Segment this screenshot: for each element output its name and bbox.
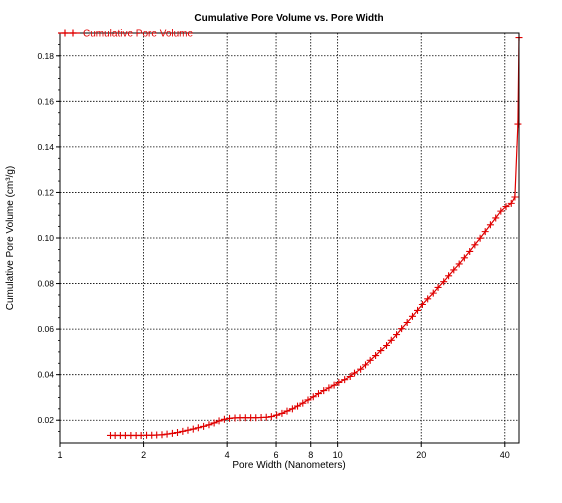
x-tick-label: 8 — [308, 450, 313, 460]
data-point-marker — [387, 336, 395, 344]
data-point-marker — [418, 301, 426, 309]
data-point-marker — [294, 402, 302, 410]
data-point-marker — [471, 241, 479, 249]
data-point-marker — [330, 381, 338, 389]
data-point-marker — [283, 407, 291, 415]
series-markers — [106, 34, 523, 439]
y-tick-label: 0.04 — [37, 370, 54, 380]
data-point-marker — [492, 214, 500, 222]
x-tick-label: 10 — [333, 450, 343, 460]
data-point-marker — [393, 331, 401, 339]
data-point-marker — [398, 325, 406, 333]
data-point-marker — [424, 295, 432, 303]
data-point-marker — [194, 424, 202, 432]
data-point-marker — [486, 221, 494, 229]
y-tick-label: 0.18 — [37, 51, 54, 61]
x-tick-label: 20 — [416, 450, 426, 460]
data-point-marker — [189, 425, 197, 433]
y-tick-label: 0.06 — [37, 324, 54, 334]
x-axis-label: Pore Width (Nanometers) — [232, 460, 345, 471]
x-tick-label: 40 — [500, 450, 510, 460]
chart-title: Cumulative Pore Volume vs. Pore Width — [194, 13, 383, 24]
data-point-marker — [350, 369, 358, 377]
data-point-marker — [481, 228, 489, 236]
data-point-marker — [466, 247, 474, 255]
data-point-marker — [335, 378, 343, 386]
y-minor-ticks — [58, 43, 60, 433]
data-point-marker — [341, 376, 349, 384]
x-tick-label: 2 — [141, 450, 146, 460]
data-point-marker — [429, 289, 437, 297]
data-point-marker — [507, 199, 515, 207]
x-tick-label: 4 — [225, 450, 230, 460]
y-axis-label: Cumulative Pore Volume (cm³/g) — [5, 166, 16, 311]
legend-label: Cumulative Pore Volume — [83, 29, 193, 40]
data-point-marker — [440, 278, 448, 286]
data-point-marker — [445, 272, 453, 280]
y-tick-label: 0.12 — [37, 187, 54, 197]
data-point-marker — [362, 361, 370, 369]
y-tick-label: 0.10 — [37, 233, 54, 243]
data-point-marker — [325, 384, 333, 392]
y-axis-ticks: 0.02 0.04 0.06 0.08 0.10 0.12 0.14 0.16 0.18 — [37, 51, 60, 425]
data-point-marker — [357, 365, 365, 373]
data-point-marker — [273, 411, 281, 419]
data-point-marker — [502, 203, 510, 211]
data-point-marker — [460, 254, 468, 262]
data-point-marker — [497, 207, 505, 215]
data-point-marker — [511, 193, 519, 201]
data-point-marker — [205, 421, 213, 429]
data-point-marker — [179, 427, 187, 435]
data-point-marker — [158, 431, 166, 439]
data-point-marker — [455, 260, 463, 268]
data-point-marker — [383, 342, 391, 350]
data-point-marker — [278, 409, 286, 417]
data-point-marker — [414, 306, 422, 314]
data-point-marker — [309, 393, 317, 401]
y-grid — [60, 55, 519, 421]
data-point-marker — [299, 399, 307, 407]
data-point-marker — [434, 283, 442, 291]
data-point-marker — [288, 405, 296, 413]
y-tick-label: 0.08 — [37, 279, 54, 289]
legend: Cumulative Pore Volume — [58, 29, 193, 40]
data-point-marker — [210, 419, 218, 427]
y-tick-label: 0.02 — [37, 415, 54, 425]
data-point-marker — [174, 429, 182, 437]
x-axis-ticks: 1 2 4 6 8 10 20 40 — [57, 443, 510, 460]
y-tick-label: 0.14 — [37, 142, 54, 152]
data-point-marker — [377, 347, 385, 355]
plot-area — [58, 32, 523, 444]
data-point-marker — [262, 413, 270, 421]
data-point-marker — [304, 396, 312, 404]
x-tick-label: 6 — [274, 450, 279, 460]
data-point-marker — [200, 422, 208, 430]
data-point-marker — [168, 429, 176, 437]
data-point-marker — [163, 430, 171, 438]
legend-marker — [61, 29, 77, 37]
data-point-marker — [267, 413, 275, 421]
x-tick-label: 1 — [57, 450, 62, 460]
data-point-marker — [403, 319, 411, 327]
data-point-marker — [366, 356, 374, 364]
data-point-marker — [346, 372, 354, 380]
data-point-marker — [450, 266, 458, 274]
data-point-marker — [476, 234, 484, 242]
data-point-marker — [514, 120, 522, 128]
data-point-marker — [408, 312, 416, 320]
y-tick-label: 0.16 — [37, 96, 54, 106]
data-point-marker — [320, 387, 328, 395]
data-point-marker — [215, 417, 223, 425]
data-point-marker — [220, 415, 228, 423]
data-point-marker — [314, 390, 322, 398]
data-point-marker — [184, 426, 192, 434]
data-point-marker — [372, 352, 380, 360]
